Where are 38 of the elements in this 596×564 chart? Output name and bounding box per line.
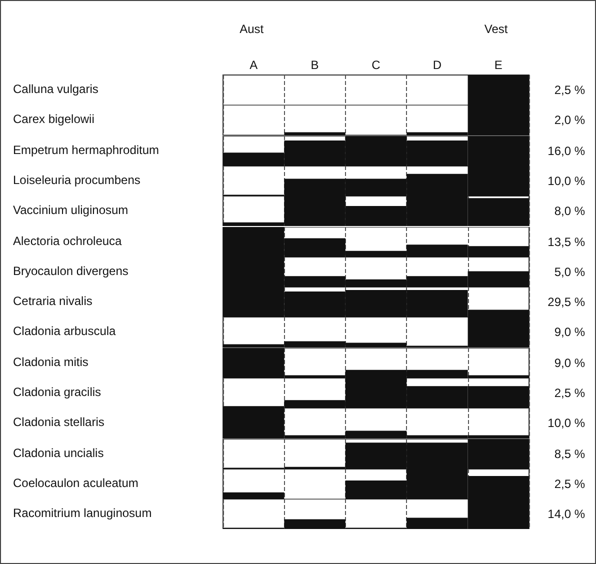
- y-axis-title: Bryocaulon divergens: [13, 264, 128, 278]
- x-tick-label: C: [372, 58, 381, 72]
- y-axis-title: Cladonia uncialis: [13, 446, 104, 460]
- text: 8,0 %: [554, 204, 586, 218]
- y-axis-title: Alectoria ochroleuca: [13, 234, 122, 248]
- y-axis-title: Calluna vulgaris: [13, 82, 98, 96]
- y-axis-title: Empetrum hermaphroditum: [13, 142, 160, 157]
- text: 14,0 %: [548, 507, 586, 522]
- text: 2,5 %: [554, 83, 586, 98]
- y-axis-title: Cladonia arbuscula: [13, 324, 116, 339]
- text: Vest: [484, 22, 508, 36]
- bar: [223, 492, 284, 500]
- text: 9,0 %: [554, 326, 586, 340]
- y-axis-title: Cladonia stellaris: [13, 415, 104, 430]
- y-axis-title: Cladonia mitis: [13, 354, 88, 369]
- x-tick-label: D: [432, 58, 442, 72]
- text: 2,5 %: [554, 386, 586, 400]
- text: 10,0 %: [548, 174, 586, 188]
- text: 8,5 %: [554, 446, 586, 461]
- x-tick-label: A: [250, 58, 258, 72]
- text: 2,5 %: [554, 477, 586, 492]
- y-axis-title: Racomitrium lanuginosum: [13, 506, 152, 520]
- y-axis-title: Coelocaulon aculeatum: [13, 476, 138, 490]
- text: 9,0 %: [554, 356, 586, 370]
- text: 10,0 %: [548, 416, 586, 430]
- text: 16,0 %: [548, 144, 586, 158]
- text: 2,0 %: [554, 113, 586, 128]
- x-tick-label: E: [494, 58, 502, 72]
- text: 29,5 %: [548, 295, 586, 310]
- y-axis-title: Cladonia gracilis: [13, 385, 102, 400]
- text: Aust: [240, 22, 264, 36]
- y-axis-title: Cetraria nivalis: [13, 294, 92, 308]
- text: 5,0 %: [554, 264, 586, 279]
- y-axis-title: Vaccinium uliginosum: [13, 203, 128, 218]
- y-axis-title: Carex bigelowii: [13, 112, 94, 126]
- text: 13,5 %: [548, 234, 586, 249]
- x-tick-label: B: [310, 58, 319, 72]
- y-axis-title: Loiseleuria procumbens: [13, 173, 140, 188]
